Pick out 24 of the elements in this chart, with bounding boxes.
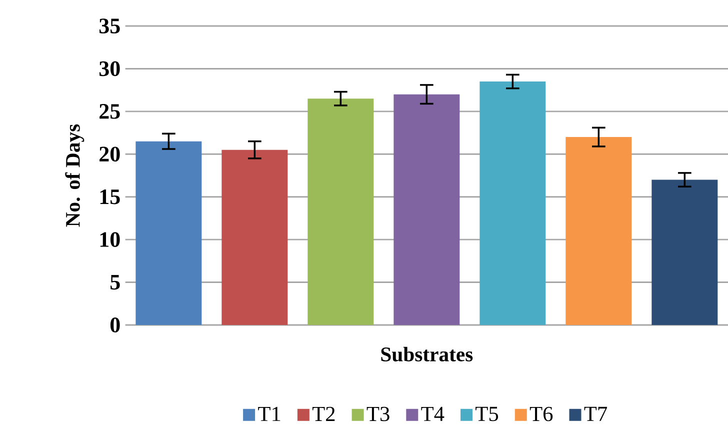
legend-label: T3	[366, 406, 390, 422]
y-tick-label: 10	[100, 232, 120, 247]
x-axis-title: Substrates	[381, 346, 473, 362]
y-tick-label: 20	[100, 146, 120, 162]
y-tick-label: 5	[110, 274, 120, 290]
bar	[480, 82, 546, 325]
bar	[394, 94, 460, 325]
legend-label: T6	[530, 406, 553, 422]
bar	[566, 137, 632, 325]
y-tick-label: 30	[99, 61, 120, 76]
bar	[136, 141, 202, 325]
legend-label: T4	[421, 406, 444, 421]
bar	[652, 180, 718, 325]
y-tick-label: 35	[99, 18, 120, 34]
y-axis-title: No. of Days	[65, 124, 84, 227]
legend-label: T5	[476, 406, 498, 422]
bar	[222, 150, 288, 325]
legend-label: T2	[312, 406, 335, 421]
legend-label: T1	[258, 406, 280, 421]
bar	[308, 98, 374, 325]
y-tick-label: 25	[100, 104, 120, 119]
legend-label: T7	[584, 406, 607, 421]
y-tick-label: 15	[100, 189, 120, 204]
y-tick-label: 0	[110, 318, 120, 332]
